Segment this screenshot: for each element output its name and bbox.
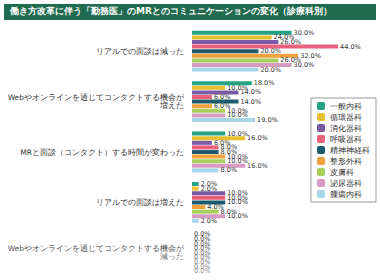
svg-text:働き方改革に伴う「勤務医」のMRとのコミュニケーションの変化: 働き方改革に伴う「勤務医」のMRとのコミュニケーションの変化（診療科別） [9,6,332,16]
svg-text:4.0%: 4.0% [207,203,224,211]
svg-text:リアルでの面談は増えた: リアルでの面談は増えた [96,198,184,207]
svg-text:10.0%: 10.0% [227,83,248,92]
svg-text:皮膚科: 皮膚科 [330,168,354,177]
svg-text:Webやオンラインを通じてコンタクトする機会が: Webやオンラインを通じてコンタクトする機会が [8,244,185,253]
svg-text:減った: 減った [160,252,184,261]
svg-text:8.0%: 8.0% [221,166,238,174]
svg-text:腫瘍内科: 腫瘍内科 [330,190,362,199]
svg-text:20.0%: 20.0% [260,66,281,74]
svg-text:消化器科: 消化器科 [330,124,362,133]
svg-text:2.0%: 2.0% [201,185,218,193]
svg-text:2.0%: 2.0% [201,217,218,225]
svg-text:19.0%: 19.0% [257,116,278,124]
svg-text:44.0%: 44.0% [340,43,361,51]
svg-text:10.0%: 10.0% [227,157,248,165]
svg-text:10.0%: 10.0% [227,212,248,220]
svg-text:0.0%: 0.0% [194,267,211,275]
svg-text:一般内科: 一般内科 [330,102,362,111]
svg-text:26.0%: 26.0% [280,38,301,46]
svg-text:呼吸器科: 呼吸器科 [330,135,362,144]
svg-text:18.0%: 18.0% [254,79,275,87]
svg-text:Webやオンラインを通じてコンタクトする機会が: Webやオンラインを通じてコンタクトする機会が [8,93,185,102]
svg-text:循環器科: 循環器科 [330,113,362,122]
svg-text:整形外科: 整形外科 [330,157,362,166]
svg-text:増えた: 増えた [159,101,184,110]
svg-text:30.0%: 30.0% [294,61,315,69]
svg-text:10.0%: 10.0% [227,111,248,119]
svg-text:20.0%: 20.0% [260,47,281,55]
svg-text:14.0%: 14.0% [240,98,261,106]
svg-text:10.0%: 10.0% [227,130,248,138]
svg-text:32.0%: 32.0% [300,52,321,60]
svg-text:泌尿器科: 泌尿器科 [330,179,362,188]
svg-text:MRと面談（コンタクト）する時間が変わった: MRと面談（コンタクト）する時間が変わった [20,148,184,157]
svg-text:30.0%: 30.0% [294,29,315,37]
svg-text:14.0%: 14.0% [240,88,261,96]
svg-text:16.0%: 16.0% [247,134,268,142]
svg-text:10.0%: 10.0% [227,198,248,206]
svg-text:6.0%: 6.0% [214,93,231,101]
svg-text:26.0%: 26.0% [280,56,301,65]
svg-text:16.0%: 16.0% [247,162,268,170]
svg-text:精神神経科: 精神神経科 [330,146,370,155]
svg-text:リアルでの面談は減った: リアルでの面談は減った [96,47,184,56]
svg-text:6.0%: 6.0% [213,102,231,111]
